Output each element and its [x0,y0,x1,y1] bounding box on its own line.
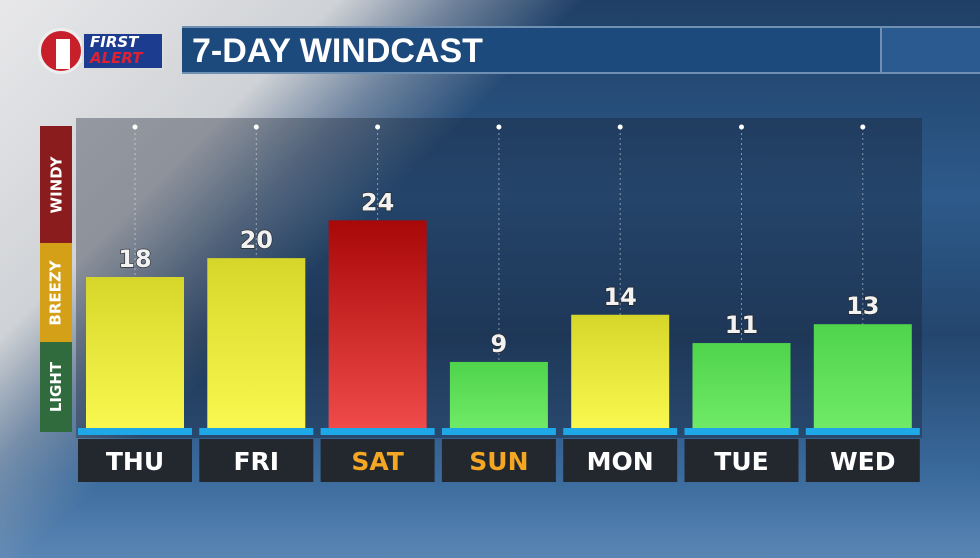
base-line [199,428,314,435]
page-title: 7-DAY WINDCAST [192,32,483,70]
base-line [563,428,678,435]
bar-thu [86,277,184,428]
guide-dot [860,124,866,130]
day-label-sun: SUN [469,447,528,476]
base-line [320,428,435,435]
value-label: 18 [118,245,151,273]
guide-dot [253,124,259,130]
day-label-box [805,439,920,482]
value-label: 20 [240,226,273,254]
bar-wed [813,324,912,428]
logo-alert: ALERT [90,49,143,67]
value-label: 13 [846,292,879,320]
guide-dot [132,124,138,130]
channel-1-logo-icon [38,28,84,74]
day-label-box [563,439,678,482]
day-label-tue: TUE [714,447,768,476]
base-line [805,428,920,435]
wind-scale-legend: WINDY BREEZY LIGHT [40,126,72,432]
guide-dot [739,124,744,130]
bar-sun [449,361,548,428]
value-label: 24 [361,188,394,216]
guide-dot [617,124,623,130]
bar-mon [571,314,670,428]
day-label-box [320,439,435,482]
legend-windy: WINDY [40,126,72,243]
value-label: 11 [725,311,758,339]
day-label-box [684,439,799,482]
base-line [78,428,192,435]
value-label: 9 [491,330,508,358]
day-label-mon: MON [587,447,654,476]
bar-sat [328,220,427,428]
day-label-thu: THU [106,447,164,476]
day-label-sat: SAT [351,447,403,476]
base-line [441,428,556,435]
guide-dot [375,124,381,130]
bar-tue [692,343,791,428]
day-label-fri: FRI [233,447,279,476]
guide-dot [496,124,502,130]
title-banner: 7-DAY WINDCAST [182,26,980,74]
logo-first: FIRST [90,33,139,51]
legend-breezy: BREEZY [40,243,72,342]
day-label-box [441,439,556,482]
base-line [684,428,799,435]
day-label-box [78,439,192,482]
day-label-wed: WED [830,447,895,476]
bar-fri [207,258,306,428]
day-label-box [199,439,314,482]
first-alert-logo: FIRST ALERT [38,28,168,74]
value-label: 14 [603,283,636,311]
legend-light: LIGHT [40,342,72,432]
